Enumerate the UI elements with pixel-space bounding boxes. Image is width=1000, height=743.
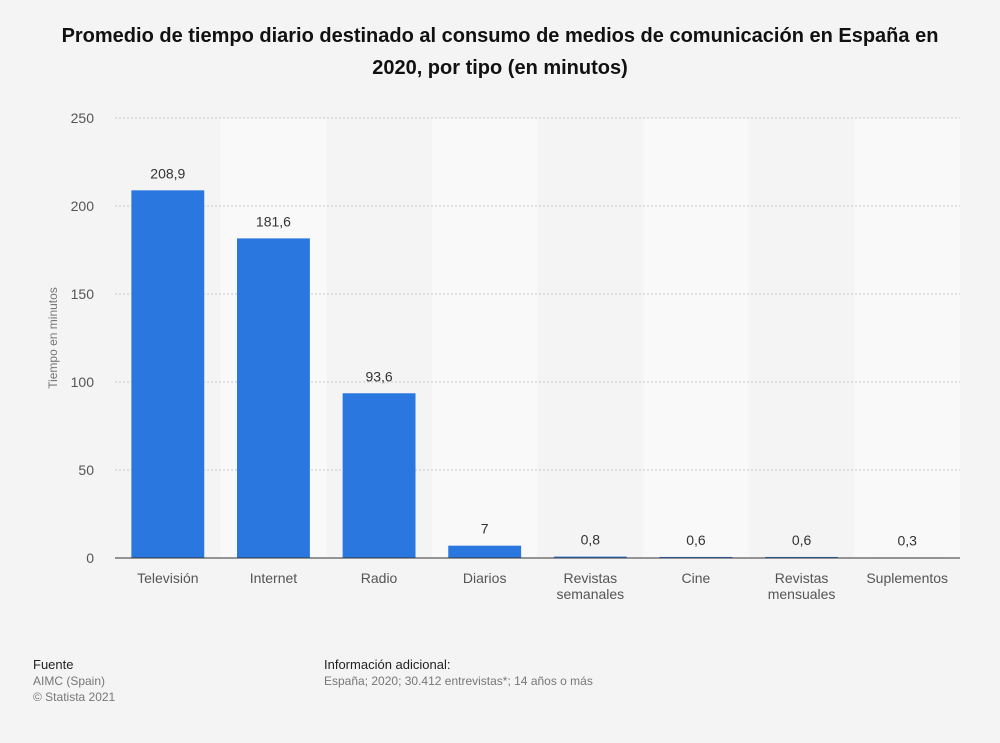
bar xyxy=(131,190,205,558)
category-label: Revistas mensuales xyxy=(768,570,836,602)
value-label: 0,8 xyxy=(581,532,601,548)
y-axis-ticks: 0 50 100 150 200 250 xyxy=(71,110,95,566)
bars xyxy=(131,190,944,559)
category-label: Internet xyxy=(250,570,298,586)
value-labels: 208,9 181,6 93,6 7 0,8 0,6 0,6 0,3 xyxy=(150,165,917,548)
plot-background-bands xyxy=(220,118,960,558)
info-text: España; 2020; 30.412 entrevistas*; 14 añ… xyxy=(324,674,593,688)
x-axis-labels: Televisión Internet Radio Diarios Revistas se… xyxy=(137,570,948,602)
source-block: Fuente AIMC (Spain) © Statista 2021 xyxy=(33,657,115,705)
category-band xyxy=(431,118,538,558)
y-tick-label: 100 xyxy=(71,374,95,390)
bar xyxy=(448,545,522,558)
info-heading: Información adicional: xyxy=(324,657,451,672)
category-label: Diarios xyxy=(463,570,507,586)
y-tick-label: 0 xyxy=(86,550,94,566)
y-axis-label: Tiempo en minutos xyxy=(46,287,60,389)
y-tick-label: 200 xyxy=(71,198,95,214)
bar xyxy=(236,238,310,558)
value-label: 0,6 xyxy=(686,532,706,548)
chart-title: Promedio de tiempo diario destinado al c… xyxy=(61,25,939,79)
bar xyxy=(342,393,416,558)
category-band xyxy=(854,118,960,558)
value-label: 93,6 xyxy=(365,368,392,384)
copyright-text: © Statista 2021 xyxy=(33,690,116,704)
bar xyxy=(659,556,733,558)
y-tick-label: 50 xyxy=(78,462,94,478)
value-label: 7 xyxy=(481,521,489,537)
y-tick-label: 250 xyxy=(71,110,95,126)
category-label: Suplementos xyxy=(866,570,948,586)
source-text: AIMC (Spain) xyxy=(33,674,106,688)
source-heading: Fuente xyxy=(33,657,74,672)
y-tick-label: 150 xyxy=(71,286,95,302)
category-label: Televisión xyxy=(137,570,198,586)
bar xyxy=(765,556,839,558)
category-label: Revistas semanales xyxy=(556,570,624,602)
category-band xyxy=(643,118,749,558)
value-label: 0,3 xyxy=(897,532,917,548)
value-label: 208,9 xyxy=(150,165,185,181)
info-block: Información adicional: España; 2020; 30.… xyxy=(324,657,593,689)
category-label: Radio xyxy=(361,570,398,586)
bar xyxy=(553,556,627,558)
category-label: Cine xyxy=(682,570,711,586)
value-label: 181,6 xyxy=(256,213,291,229)
value-label: 0,6 xyxy=(792,532,812,548)
